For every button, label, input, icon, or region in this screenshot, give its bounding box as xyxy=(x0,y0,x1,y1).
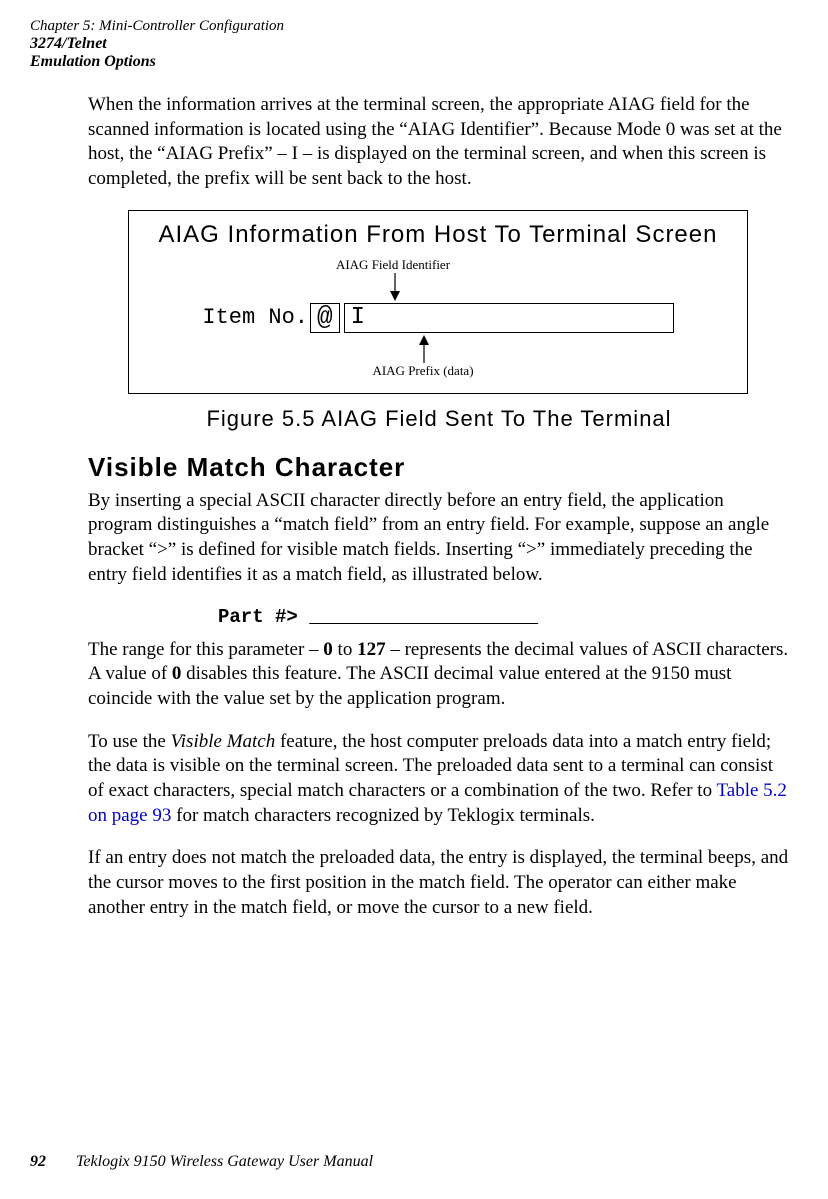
subheading-visible-match: Visible Match Character xyxy=(88,452,790,483)
p4-italic: Visible Match xyxy=(171,731,276,752)
p3-post: disables this feature. The ASCII decimal… xyxy=(88,663,731,709)
paragraph-5: If an entry does not match the preloaded… xyxy=(88,846,790,920)
mono-example-line: Part #> xyxy=(218,606,790,628)
p4-post: for match characters recognized by Teklo… xyxy=(171,805,595,826)
footer-title: Teklogix 9150 Wireless Gateway User Manu… xyxy=(76,1153,373,1170)
section-line-1: 3274/Telnet xyxy=(30,35,790,53)
section-line-2: Emulation Options xyxy=(30,53,790,71)
paragraph-1: When the information arrives at the term… xyxy=(88,93,790,192)
body-region: When the information arrives at the term… xyxy=(88,93,790,920)
item-label: Item No. xyxy=(202,305,308,330)
bottom-annotation: AIAG Prefix (data) xyxy=(99,363,747,379)
input-row: Item No. @ I xyxy=(129,303,747,333)
footer: 92 Teklogix 9150 Wireless Gateway User M… xyxy=(30,1153,373,1171)
top-annotation: AIAG Field Identifier xyxy=(39,257,747,273)
chapter-line: Chapter 5: Mini-Controller Configuration xyxy=(30,18,790,35)
field-box: I xyxy=(344,303,674,333)
paragraph-3: The range for this parameter – 0 to 127 … xyxy=(88,638,790,712)
arrow-up-icon xyxy=(129,335,749,363)
p3-pre: The range for this parameter – xyxy=(88,639,323,660)
figure-title: AIAG Information From Host To Terminal S… xyxy=(129,221,747,249)
page-number: 92 xyxy=(30,1153,46,1171)
p4-pre: To use the xyxy=(88,731,171,752)
arrow-down-icon xyxy=(129,273,749,301)
paragraph-4: To use the Visible Match feature, the ho… xyxy=(88,730,790,829)
p3-b1: 0 xyxy=(323,639,333,660)
at-box: @ xyxy=(310,303,340,333)
mono-blank xyxy=(309,606,538,628)
p3-b2: 127 xyxy=(357,639,386,660)
page-header: Chapter 5: Mini-Controller Configuration… xyxy=(30,18,790,71)
figure-box: AIAG Information From Host To Terminal S… xyxy=(128,210,748,394)
p3-b3: 0 xyxy=(172,663,182,684)
paragraph-2: By inserting a special ASCII character d… xyxy=(88,489,790,588)
figure-caption: Figure 5.5 AIAG Field Sent To The Termin… xyxy=(88,406,790,432)
mono-label: Part #> xyxy=(218,606,298,628)
p3-mid1: to xyxy=(333,639,357,660)
